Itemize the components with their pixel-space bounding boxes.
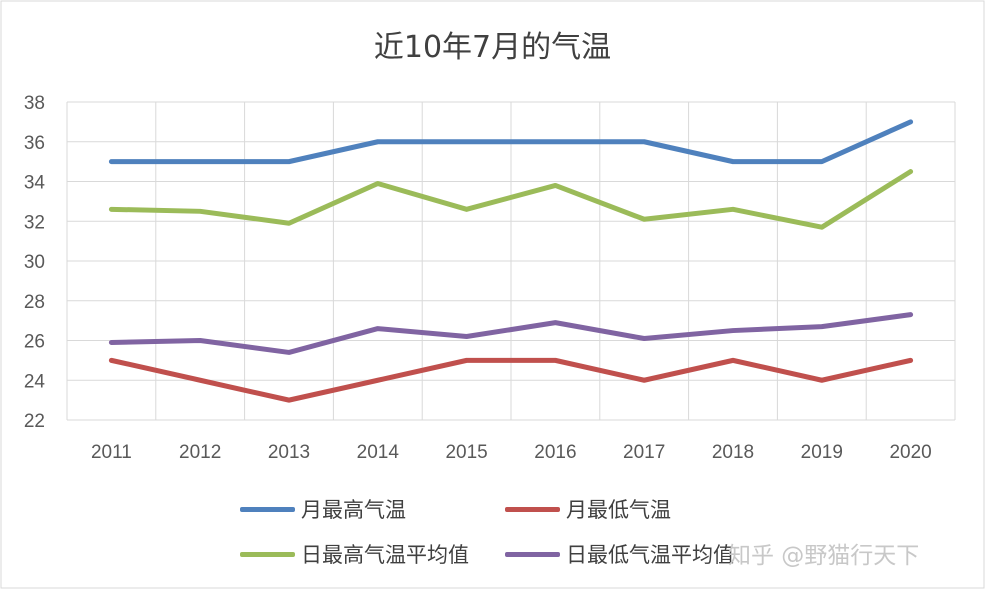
x-tick-label: 2013 <box>268 442 310 463</box>
series-line-3 <box>108 312 914 355</box>
legend-swatch <box>240 551 295 557</box>
legend-label: 日最低气温平均值 <box>566 543 734 567</box>
x-tick-label: 2017 <box>623 442 665 463</box>
y-tick-label: 28 <box>24 292 45 313</box>
legend-label: 日最高气温平均值 <box>301 543 469 567</box>
x-tick-label: 2016 <box>534 442 576 463</box>
chart-title: 近10年7月的气温 <box>373 30 612 65</box>
series-line-2 <box>108 169 914 230</box>
x-tick-label: 2012 <box>179 442 221 463</box>
y-tick-label: 32 <box>24 212 45 233</box>
x-tick-label: 2011 <box>91 442 132 463</box>
x-tick-label: 2020 <box>889 442 931 463</box>
legend-item-3: 日最低气温平均值 <box>505 539 734 569</box>
legend-item-1: 月最低气温 <box>505 494 671 524</box>
x-tick-label: 2015 <box>445 442 487 463</box>
legend-swatch <box>505 506 560 512</box>
y-tick-label: 34 <box>24 173 46 194</box>
y-tick-label: 36 <box>24 133 45 154</box>
y-tick-label: 38 <box>24 93 45 114</box>
legend-item-0: 月最高气温 <box>240 494 406 524</box>
series-line-0 <box>108 119 914 165</box>
legend-label: 月最高气温 <box>301 498 406 522</box>
y-tick-label: 22 <box>24 411 45 432</box>
legend-label: 月最低气温 <box>566 498 671 522</box>
legend-swatch <box>505 551 560 557</box>
legend-swatch <box>240 506 295 512</box>
y-tick-label: 30 <box>24 252 45 273</box>
y-tick-label: 26 <box>24 332 45 353</box>
x-tick-label: 2018 <box>712 442 754 463</box>
series-line-1 <box>108 357 914 403</box>
y-tick-label: 24 <box>24 371 46 392</box>
x-tick-label: 2014 <box>357 442 400 463</box>
x-tick-label: 2019 <box>801 442 843 463</box>
legend-item-2: 日最高气温平均值 <box>240 539 469 569</box>
watermark: 知乎 @野猫行天下 <box>728 543 920 569</box>
